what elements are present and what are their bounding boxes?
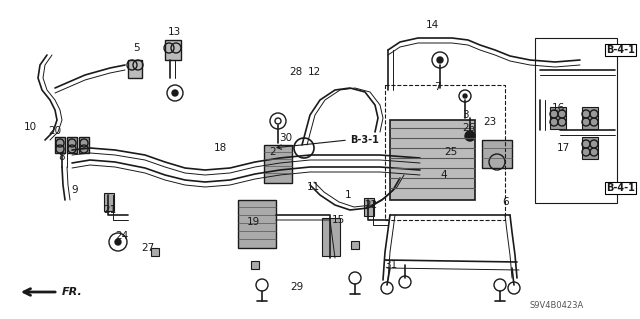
Bar xyxy=(151,248,159,256)
Text: 23: 23 xyxy=(483,117,497,127)
Text: FR.: FR. xyxy=(62,287,83,297)
Text: 12: 12 xyxy=(307,67,321,77)
Bar xyxy=(238,200,276,248)
Text: 1: 1 xyxy=(345,190,351,200)
Text: 31: 31 xyxy=(385,260,397,270)
Circle shape xyxy=(115,239,121,245)
Text: 17: 17 xyxy=(556,143,570,153)
Text: 5: 5 xyxy=(132,43,140,53)
Bar xyxy=(535,38,617,203)
Bar xyxy=(351,241,359,249)
Circle shape xyxy=(465,131,475,141)
Text: 28: 28 xyxy=(289,67,303,77)
Text: 13: 13 xyxy=(168,27,180,37)
Text: 10: 10 xyxy=(24,122,36,132)
Circle shape xyxy=(437,57,443,63)
Circle shape xyxy=(172,90,178,96)
Text: 2: 2 xyxy=(269,147,276,157)
Bar xyxy=(364,198,374,216)
Text: 30: 30 xyxy=(280,133,292,143)
Text: 11: 11 xyxy=(307,182,319,192)
Text: 7: 7 xyxy=(434,82,440,92)
Bar xyxy=(482,140,512,168)
Text: 21: 21 xyxy=(104,205,116,215)
Bar xyxy=(128,60,142,78)
Text: 27: 27 xyxy=(141,243,155,253)
Text: S9V4B0423A: S9V4B0423A xyxy=(530,300,584,309)
Bar xyxy=(165,40,181,60)
Text: 4: 4 xyxy=(441,170,447,180)
Bar xyxy=(251,261,259,269)
Bar xyxy=(390,120,475,200)
Bar xyxy=(55,137,65,153)
Bar xyxy=(322,218,340,256)
Text: 9: 9 xyxy=(72,185,78,195)
Text: 24: 24 xyxy=(115,231,129,241)
Text: 14: 14 xyxy=(426,20,438,30)
Text: 26: 26 xyxy=(462,123,476,133)
Bar xyxy=(385,85,505,220)
Bar xyxy=(264,145,292,183)
Bar xyxy=(67,137,77,153)
Circle shape xyxy=(463,94,467,98)
Bar xyxy=(79,137,89,153)
Text: 8: 8 xyxy=(59,152,65,162)
Text: 19: 19 xyxy=(246,217,260,227)
Text: 16: 16 xyxy=(552,103,564,113)
Text: 25: 25 xyxy=(444,147,458,157)
Bar xyxy=(582,107,598,129)
Text: B-3-1: B-3-1 xyxy=(350,135,379,145)
Text: 29: 29 xyxy=(291,282,303,292)
Bar xyxy=(582,137,598,159)
Bar xyxy=(104,193,114,211)
Text: 18: 18 xyxy=(213,143,227,153)
Text: B-4-1: B-4-1 xyxy=(606,183,635,193)
Text: 22: 22 xyxy=(364,200,378,210)
Text: B-4-1: B-4-1 xyxy=(606,45,635,55)
Text: 3: 3 xyxy=(461,110,468,120)
Text: 6: 6 xyxy=(502,197,509,207)
Bar xyxy=(550,107,566,129)
Text: 15: 15 xyxy=(332,215,344,225)
Text: 20: 20 xyxy=(49,126,61,136)
